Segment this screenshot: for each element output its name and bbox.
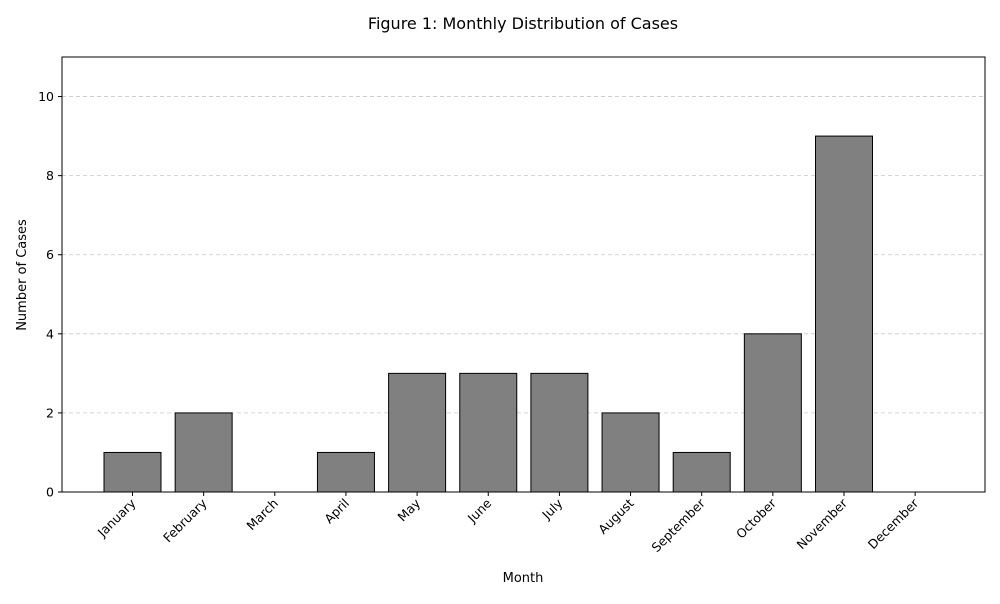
bar-september — [672, 451, 731, 493]
x-tick-label: January — [94, 495, 139, 540]
plot-area-frame — [61, 56, 986, 493]
bar-february — [174, 412, 233, 493]
x-tick-label: October — [733, 495, 780, 542]
x-tick-label: September — [648, 495, 708, 555]
y-tick-label: 10 — [38, 89, 54, 104]
x-tick-label: December — [865, 495, 922, 552]
bar-april — [316, 451, 375, 493]
x-tick-label: February — [160, 495, 210, 545]
x-tick-label: March — [243, 496, 281, 534]
chart-title: Figure 1: Monthly Distribution of Cases — [368, 14, 678, 33]
x-tick-label: June — [464, 495, 495, 526]
x-tick-label: November — [794, 495, 851, 552]
y-axis-title: Number of Cases — [15, 219, 30, 331]
y-tick-label: 0 — [46, 485, 54, 500]
bar-august — [601, 412, 660, 493]
bar-june — [459, 372, 518, 493]
x-tick-label: July — [538, 495, 566, 523]
y-tick-label: 6 — [46, 247, 54, 262]
bar-may — [388, 372, 447, 493]
y-axis-ticks: 0 2 4 6 8 10 — [38, 89, 62, 500]
bar-november — [815, 135, 873, 493]
bar-october — [743, 333, 802, 493]
x-axis-ticks: January February March April May June July Augu… — [94, 492, 922, 555]
x-axis-title: Month — [503, 571, 544, 586]
x-tick-label: August — [595, 495, 637, 537]
y-tick-label: 2 — [46, 405, 54, 420]
bars — [103, 135, 944, 493]
y-tick-label: 8 — [46, 168, 54, 183]
bar-july — [530, 372, 589, 493]
y-tick-label: 4 — [46, 326, 54, 341]
x-tick-label: May — [394, 495, 423, 524]
x-tick-label: April — [321, 496, 352, 527]
bar-january — [103, 451, 162, 493]
